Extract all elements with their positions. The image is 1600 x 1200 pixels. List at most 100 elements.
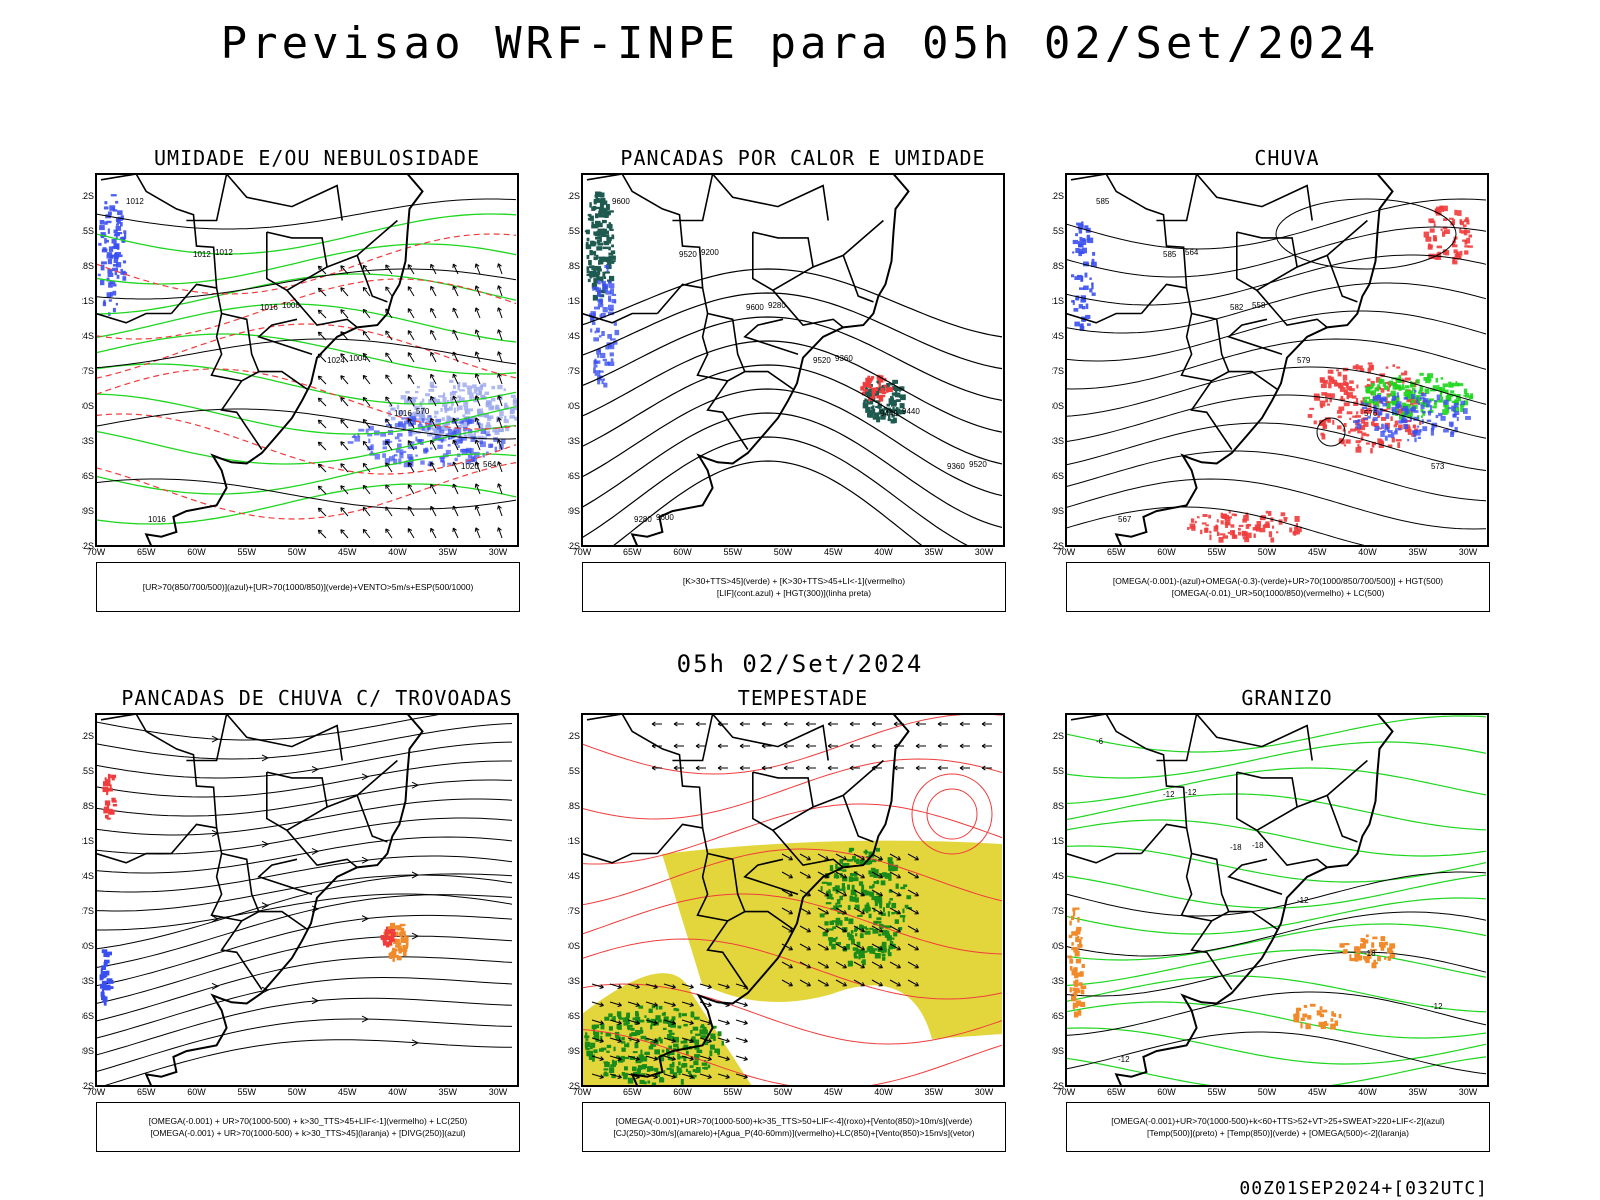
shaded-cell (602, 284, 606, 290)
shaded-cell (596, 349, 601, 355)
shaded-cell (112, 246, 116, 249)
lon-tick-label: 45W (824, 547, 843, 557)
shaded-cell (105, 779, 111, 784)
shaded-cell (605, 345, 610, 350)
shaded-cell (593, 242, 597, 246)
shaded-cell (382, 446, 387, 450)
shaded-cell (658, 1036, 661, 1042)
shaded-cell (1402, 411, 1406, 414)
shaded-cell (1404, 370, 1408, 376)
shaded-cell (870, 406, 874, 410)
shaded-cell (594, 370, 601, 376)
wind-vector (407, 308, 415, 319)
wind-vector (497, 417, 503, 429)
lat-tick-label: 18S (1052, 801, 1064, 811)
lat-tick-label: 27S (568, 366, 580, 376)
shaded-cell (472, 458, 477, 462)
state-border (100, 714, 218, 828)
wind-vector-head (497, 329, 502, 334)
lon-tick-label: 50W (1258, 547, 1277, 557)
shaded-cell (602, 307, 608, 313)
wind-vector-head (452, 373, 457, 379)
shaded-cell (1462, 224, 1467, 228)
shaded-cell (606, 267, 609, 272)
wind-vector-head (385, 330, 390, 335)
shaded-cell (403, 450, 407, 453)
wind-vector (681, 1019, 694, 1024)
shaded-cell (111, 797, 116, 802)
shaded-cell (1074, 276, 1081, 280)
lat-tick-label: 42S (1052, 541, 1064, 551)
shaded-cell (120, 268, 123, 275)
shaded-cell (1407, 390, 1412, 395)
panel-chuva: CHUVA58558558257957657356756455812S15S18… (1052, 146, 1522, 626)
shaded-cell (881, 929, 888, 936)
wind-vector (609, 1037, 622, 1042)
shaded-cell (1245, 532, 1252, 538)
shaded-cell (608, 361, 615, 366)
wind-vector (835, 925, 847, 933)
shaded-cell (1327, 375, 1332, 380)
lat-tick-label: 18S (568, 801, 580, 811)
shaded-cell (1454, 399, 1460, 406)
contour-line (96, 213, 517, 255)
shaded-cell (99, 225, 105, 231)
shaded-cell (1352, 415, 1357, 418)
shaded-cell (1436, 206, 1442, 211)
shaded-cell (621, 1072, 625, 1076)
wind-vector (781, 889, 793, 897)
shaded-cell (595, 327, 600, 332)
wind-vector (385, 440, 393, 451)
shaded-cell (501, 426, 504, 431)
shaded-cell (864, 890, 870, 896)
wind-vector (317, 397, 327, 407)
state-border (812, 759, 884, 808)
state-border (656, 823, 728, 922)
shaded-cell (865, 862, 870, 865)
shaded-cell (395, 925, 400, 928)
shaded-cell (469, 397, 473, 401)
state-border (812, 219, 884, 268)
wind-vector (497, 483, 503, 495)
shaded-cell (430, 447, 433, 450)
shaded-cell (1336, 369, 1339, 372)
shaded-cell (865, 908, 869, 914)
wind-vector (835, 889, 847, 897)
state-border (1156, 714, 1313, 761)
shaded-cell (878, 411, 884, 415)
wind-vector (907, 907, 919, 915)
panel-title: PANCADAS DE CHUVA C/ TROVOADAS (121, 686, 513, 710)
shaded-cell (456, 417, 459, 421)
shaded-cell (109, 291, 113, 297)
state-border (842, 795, 874, 843)
shaded-cell (838, 904, 842, 908)
shaded-cell (690, 1074, 697, 1078)
shaded-cell (428, 399, 433, 405)
shaded-cell (503, 388, 506, 392)
shaded-cell (593, 250, 597, 256)
shaded-cell (1326, 403, 1330, 406)
shaded-cell (1425, 236, 1432, 242)
wind-vector-head (849, 765, 854, 771)
shaded-cell (419, 422, 422, 425)
shaded-cell (885, 925, 892, 929)
shaded-cell (103, 1000, 107, 1006)
shaded-cell (620, 1017, 626, 1020)
shaded-cell (487, 416, 492, 421)
shaded-cell (1441, 389, 1447, 393)
shaded-cell (1092, 252, 1096, 256)
shaded-cell (104, 800, 111, 806)
shaded-cell (1338, 382, 1344, 389)
shaded-cell (102, 996, 108, 1001)
shaded-cell (1465, 230, 1471, 234)
contour-label: 9520 (969, 460, 987, 469)
shaded-cell (603, 240, 610, 246)
shaded-cell (1364, 385, 1369, 388)
shaded-cell (640, 1035, 647, 1040)
wind-vector-head (497, 483, 502, 488)
shaded-cell (467, 392, 470, 395)
wind-vector-head (317, 507, 323, 513)
shaded-cell (399, 925, 402, 931)
state-border (1256, 829, 1328, 869)
wind-vector-head (599, 1020, 604, 1025)
